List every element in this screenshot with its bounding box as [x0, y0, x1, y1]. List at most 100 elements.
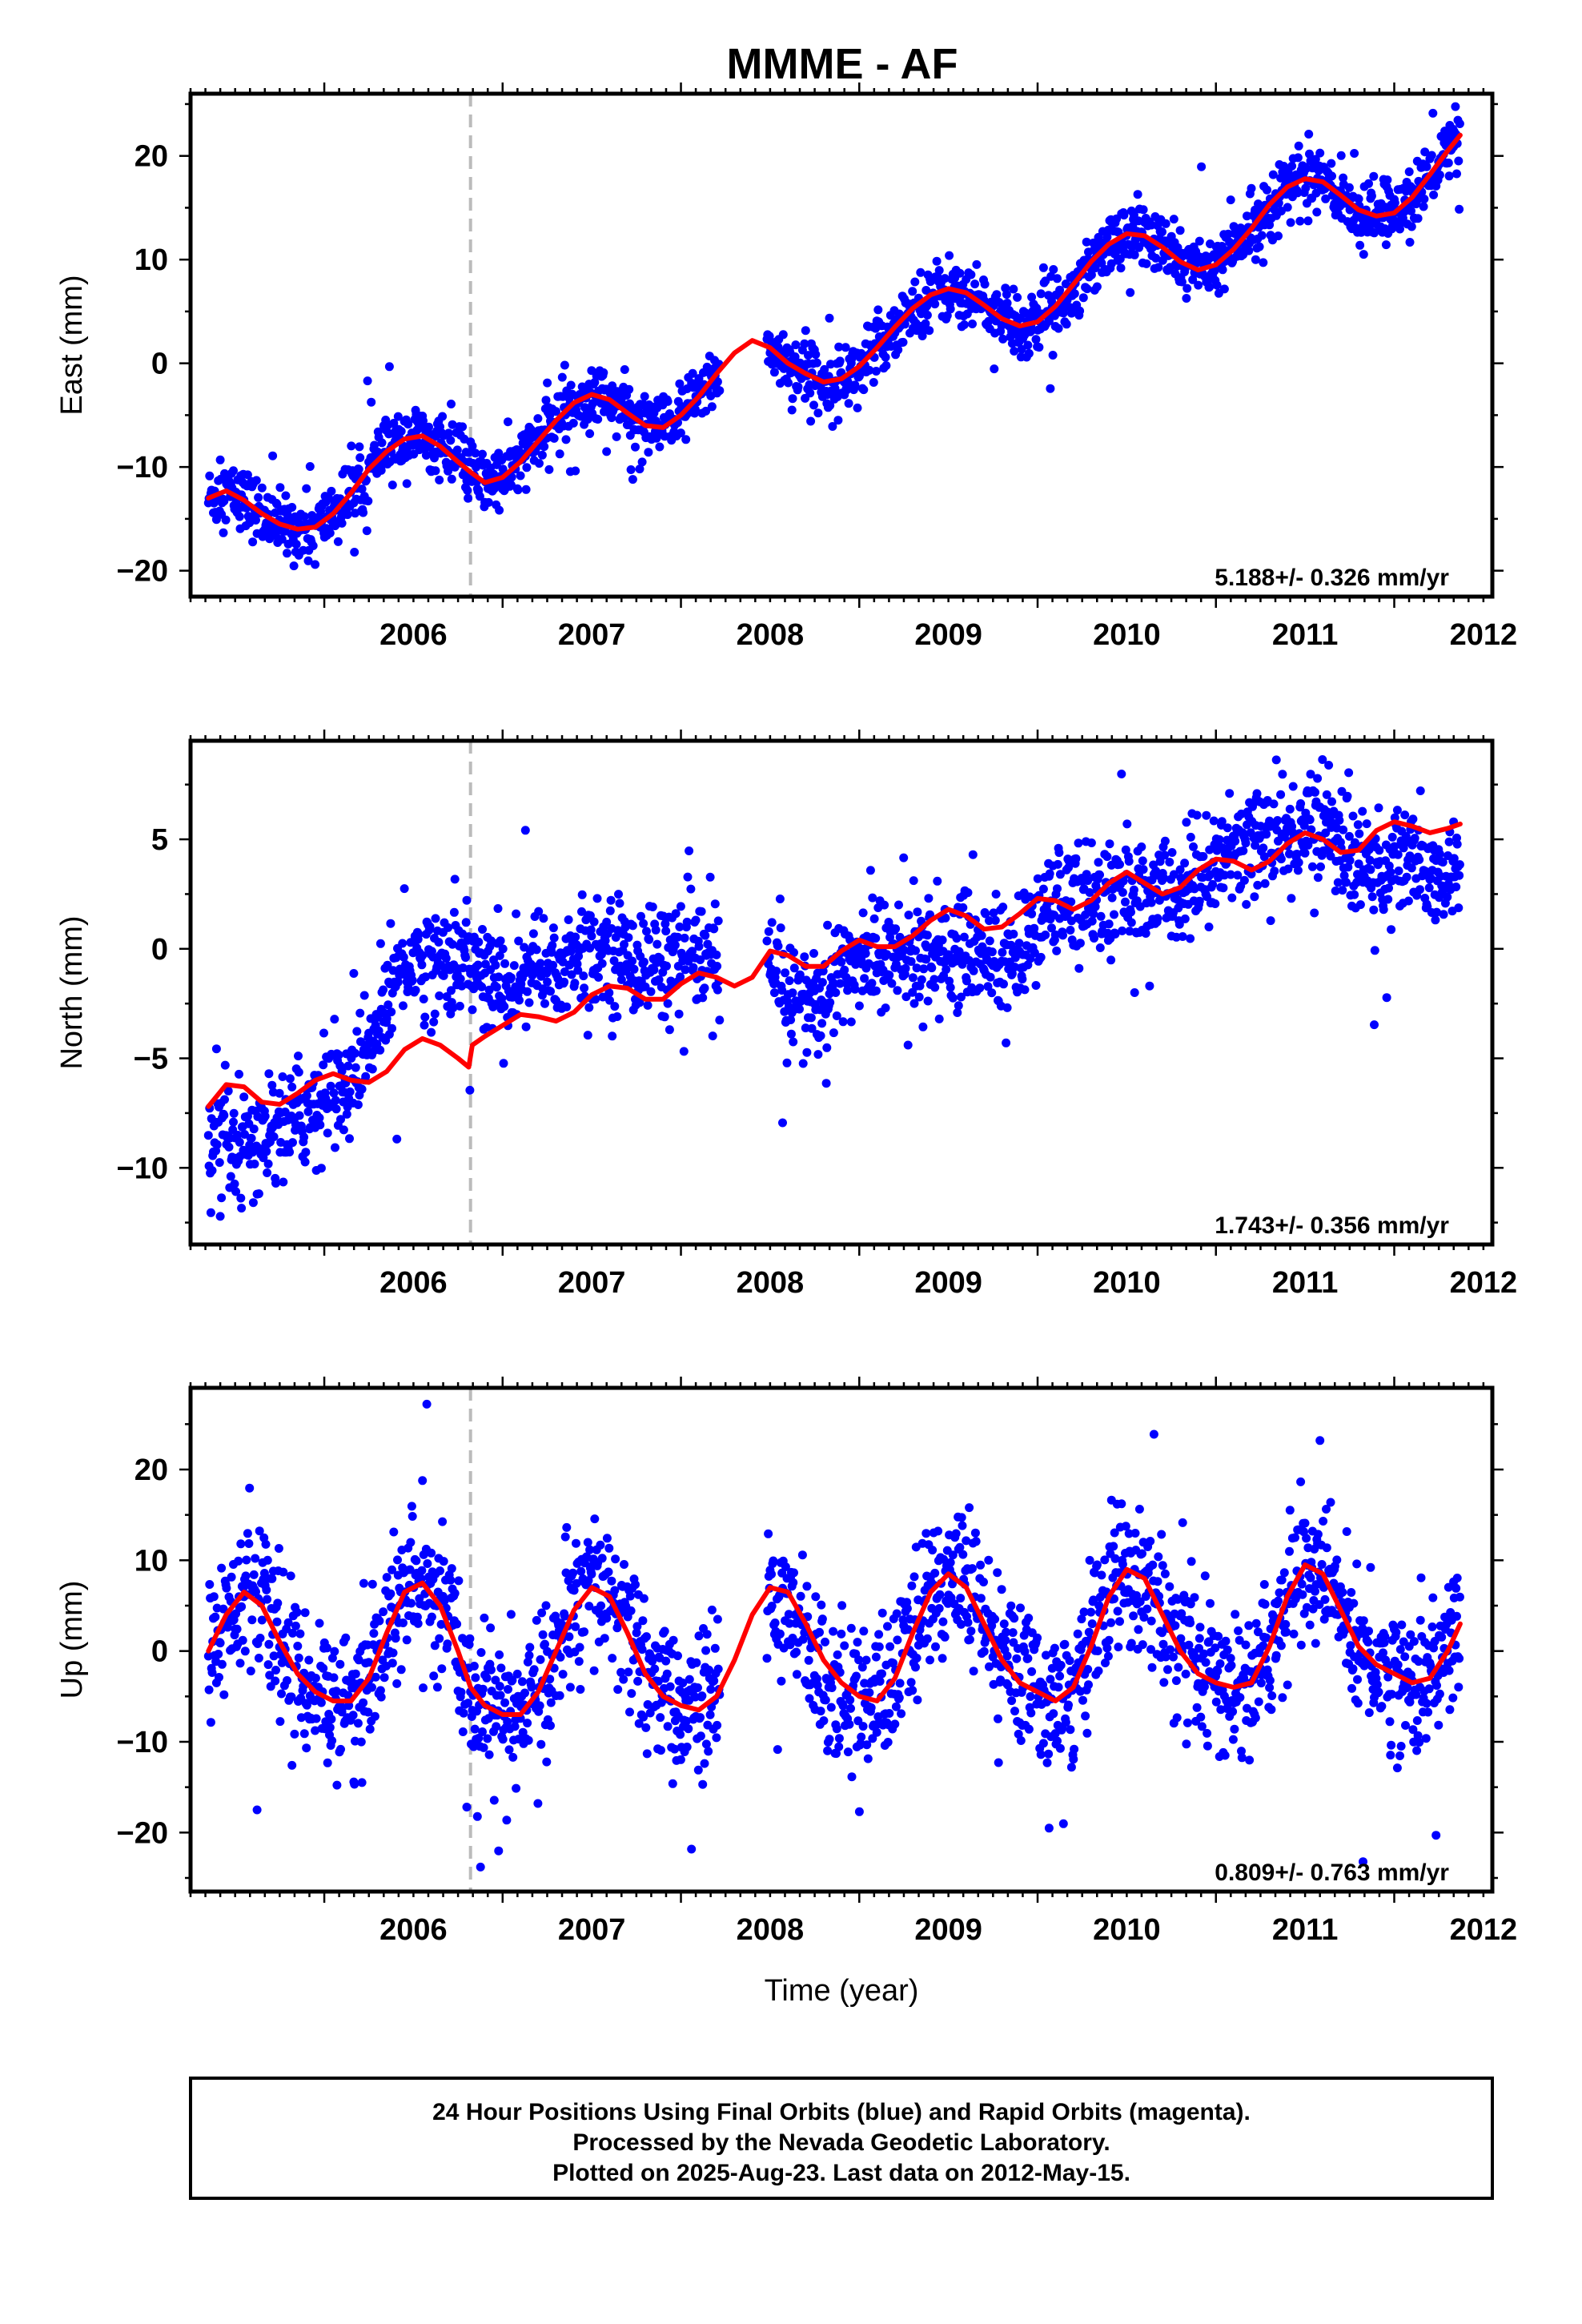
data-point	[388, 966, 398, 975]
data-point	[275, 1717, 285, 1727]
data-point	[769, 368, 779, 377]
data-point	[597, 959, 607, 968]
data-point	[506, 1610, 516, 1619]
data-point	[1062, 320, 1071, 329]
data-point	[909, 999, 919, 1008]
data-point	[1175, 226, 1185, 235]
data-point	[1287, 161, 1297, 171]
data-point	[413, 1618, 423, 1628]
data-point	[831, 988, 841, 997]
data-point	[1405, 851, 1415, 861]
data-point	[1106, 955, 1116, 965]
data-point	[251, 1587, 260, 1597]
data-point	[1024, 348, 1034, 358]
data-point	[980, 279, 990, 289]
data-point	[355, 1008, 365, 1018]
data-point	[1339, 870, 1349, 880]
data-point	[1255, 242, 1264, 251]
data-point	[910, 277, 920, 287]
east-marks	[203, 94, 1464, 597]
data-point	[436, 1566, 444, 1575]
data-point	[524, 1651, 534, 1660]
data-point	[1451, 102, 1460, 111]
data-point	[422, 1399, 432, 1409]
x-tick-label: 2008	[737, 618, 805, 652]
data-point	[1047, 923, 1056, 933]
data-point	[1009, 284, 1018, 294]
data-point	[1294, 858, 1303, 867]
data-point	[469, 1662, 479, 1671]
data-point	[930, 300, 940, 309]
data-point	[1014, 939, 1024, 948]
data-point	[376, 1692, 386, 1702]
data-point	[279, 1567, 288, 1577]
data-point	[640, 392, 649, 401]
data-point	[513, 485, 523, 495]
x-tick-label: 2012	[1450, 1266, 1518, 1300]
data-point	[316, 1698, 326, 1707]
data-point	[482, 1673, 492, 1683]
data-point	[1075, 939, 1085, 948]
data-point	[1064, 863, 1073, 872]
data-point	[916, 267, 926, 277]
data-point	[628, 956, 637, 966]
data-point	[207, 1668, 217, 1677]
data-point	[510, 1722, 520, 1731]
data-point	[1195, 896, 1204, 906]
data-point	[523, 987, 532, 996]
data-point	[220, 1060, 230, 1070]
data-point	[335, 1659, 345, 1669]
data-point	[322, 1643, 331, 1653]
data-point	[430, 1641, 440, 1651]
data-point	[1126, 287, 1135, 297]
data-point	[813, 408, 823, 418]
data-point	[610, 1002, 620, 1011]
data-point	[818, 967, 828, 976]
data-point	[880, 900, 889, 910]
data-point	[911, 946, 920, 955]
data-point	[407, 1502, 416, 1511]
data-point	[499, 1059, 508, 1068]
data-point	[435, 475, 444, 485]
data-point	[367, 1579, 377, 1589]
data-point	[850, 984, 860, 994]
data-point	[1025, 892, 1034, 902]
data-point	[656, 954, 665, 963]
data-point	[226, 1172, 235, 1181]
data-point	[1307, 862, 1317, 871]
data-point	[546, 1721, 555, 1731]
data-point	[1383, 175, 1392, 185]
data-point	[512, 1669, 522, 1679]
data-point	[1078, 293, 1088, 303]
data-point	[252, 1805, 262, 1815]
data-point	[269, 1132, 279, 1141]
data-point	[1102, 852, 1112, 862]
data-point	[1257, 231, 1267, 240]
data-point	[503, 1717, 512, 1727]
data-point	[676, 972, 685, 982]
data-point	[484, 1750, 494, 1759]
data-point	[1145, 981, 1154, 991]
data-point	[396, 1665, 406, 1675]
data-point	[1027, 909, 1037, 919]
data-point	[1338, 886, 1347, 895]
data-point	[375, 1045, 385, 1055]
data-point	[616, 975, 626, 984]
data-point	[612, 432, 621, 441]
data-point	[434, 938, 444, 947]
data-point	[922, 931, 932, 940]
data-point	[405, 1565, 415, 1574]
data-point	[1324, 761, 1334, 770]
data-point	[835, 979, 845, 988]
data-point	[648, 903, 657, 911]
data-point	[465, 1634, 475, 1643]
data-point	[1327, 797, 1336, 806]
data-point	[1066, 308, 1076, 318]
data-point	[806, 1013, 816, 1023]
data-point	[1321, 828, 1331, 838]
data-point	[259, 1569, 269, 1578]
data-point	[583, 1031, 592, 1040]
data-point	[211, 1612, 220, 1622]
data-point	[805, 388, 815, 398]
data-point	[494, 972, 504, 982]
